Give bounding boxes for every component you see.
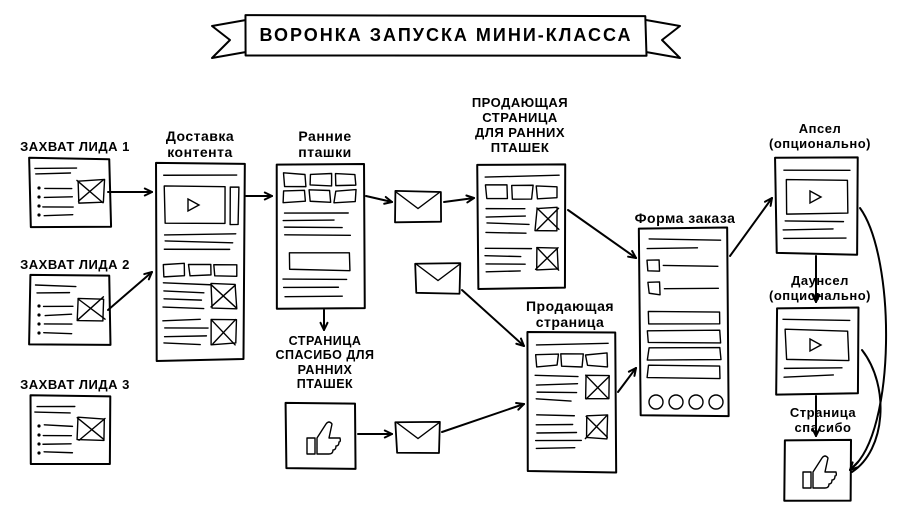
funnel-diagram <box>0 0 900 521</box>
